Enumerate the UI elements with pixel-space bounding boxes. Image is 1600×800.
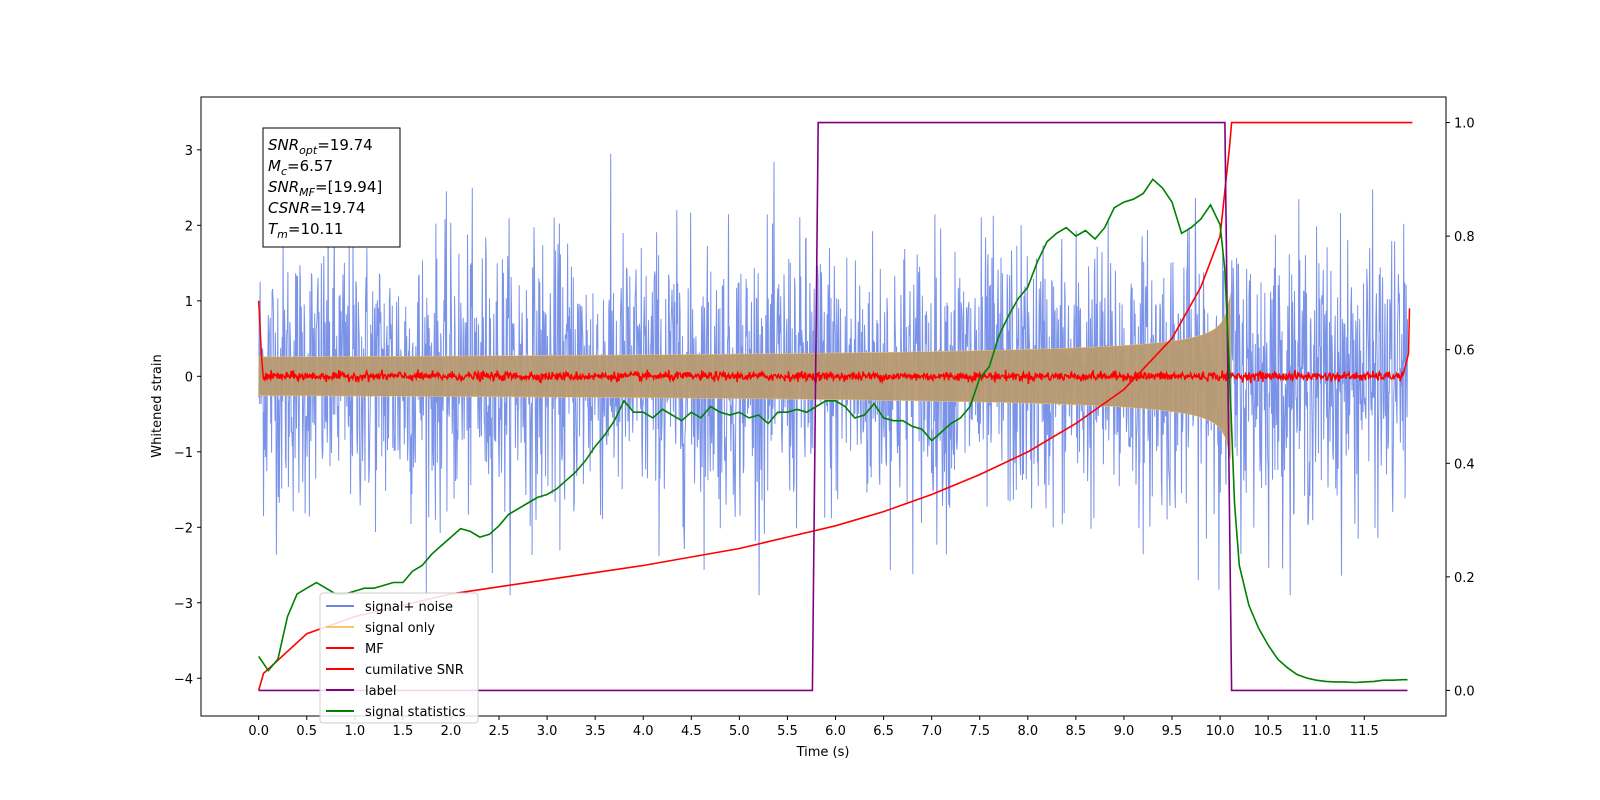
- legend-frame: [319, 592, 479, 724]
- y-axis-right: 1.0 0.8 0.6 0.4 0.2 0.0: [1446, 117, 1475, 699]
- legend-label: label: [365, 684, 396, 699]
- legend-label: signal+ noise: [365, 600, 453, 615]
- signal-statistics-series: [258, 178, 1408, 684]
- annotation-line: SNRopt=19.74: [268, 136, 373, 157]
- x-tick-label: 7.0: [921, 724, 942, 739]
- annotation-line: SNRMF=[19.94]: [268, 178, 382, 199]
- mf-line: [257, 300, 1411, 385]
- mf-series: [257, 300, 1411, 385]
- y-tick-label: −3: [174, 597, 193, 612]
- legend-label: cumilative SNR: [365, 663, 464, 678]
- x-axis: 0.0 0.5 1.0 1.5 2.0 2.5 3.0 3.5 4.0 4.5 5.0 5.5 6.0 6…: [248, 716, 1379, 739]
- legend-label: signal statistics: [365, 705, 466, 720]
- x-axis-label: Time (s): [796, 745, 850, 760]
- y-axis-label: Whitened strain: [150, 354, 165, 457]
- x-tick-label: 10.0: [1206, 724, 1235, 739]
- x-tick-label: 6.0: [825, 724, 846, 739]
- y2-tick-label: 1.0: [1454, 117, 1475, 132]
- x-tick-label: 4.5: [681, 724, 702, 739]
- y2-tick-label: 0.0: [1454, 684, 1475, 699]
- signal-only-series: [258, 293, 1231, 460]
- plot-frame: [200, 96, 1447, 717]
- y-tick-label: 2: [185, 219, 193, 234]
- legend-label: MF: [365, 642, 384, 657]
- x-tick-label: 7.5: [969, 724, 990, 739]
- y2-tick-label: 0.6: [1454, 344, 1475, 359]
- label-series: [258, 121, 1408, 692]
- x-tick-label: 9.5: [1162, 724, 1183, 739]
- plot-area: [257, 121, 1413, 692]
- signal-statistics-line: [258, 178, 1408, 684]
- x-tick-label: 2.5: [489, 724, 510, 739]
- legend: signal+ noise signal only MF cumilative SNR…: [319, 592, 479, 724]
- x-tick-label: 3.0: [537, 724, 558, 739]
- x-tick-label: 6.5: [873, 724, 894, 739]
- y2-tick-label: 0.2: [1454, 571, 1475, 586]
- x-tick-label: 0.0: [248, 724, 269, 739]
- snr-annotation-box: SNRopt=19.74Mc=6.57SNRMF=[19.94]CSNR=19.…: [262, 127, 401, 248]
- x-tick-label: 0.5: [296, 724, 317, 739]
- y-tick-label: −4: [174, 672, 193, 687]
- annotation-line: CSNR=19.74: [268, 199, 365, 217]
- annotation-frame: [262, 127, 401, 248]
- label-line: [258, 121, 1408, 692]
- signal-only-envelope: [258, 293, 1231, 460]
- x-tick-label: 3.5: [585, 724, 606, 739]
- x-tick-label: 11.0: [1302, 724, 1331, 739]
- x-tick-label: 8.5: [1066, 724, 1087, 739]
- x-tick-label: 5.5: [777, 724, 798, 739]
- x-tick-label: 5.0: [729, 724, 750, 739]
- x-tick-label: 10.5: [1254, 724, 1283, 739]
- annotation-line: Tm=10.11: [268, 220, 343, 241]
- y-tick-label: 3: [185, 144, 193, 159]
- x-tick-label: 1.5: [393, 724, 414, 739]
- y2-tick-label: 0.4: [1454, 457, 1475, 472]
- y-tick-label: −1: [174, 446, 193, 461]
- y-tick-label: −2: [174, 521, 193, 536]
- y-tick-label: 0: [185, 370, 193, 385]
- y2-tick-label: 0.8: [1454, 230, 1475, 245]
- x-tick-label: 9.0: [1114, 724, 1135, 739]
- x-tick-label: 11.5: [1350, 724, 1379, 739]
- legend-label: signal only: [365, 621, 435, 636]
- y-axis-left: 3 2 1 0 −1 −2 −3 −4: [174, 144, 201, 687]
- y-tick-label: 1: [185, 295, 193, 310]
- x-tick-label: 1.0: [344, 724, 365, 739]
- x-tick-label: 4.0: [633, 724, 654, 739]
- x-tick-label: 2.0: [441, 724, 462, 739]
- annotation-line: Mc=6.57: [268, 157, 333, 178]
- x-tick-label: 8.0: [1017, 724, 1038, 739]
